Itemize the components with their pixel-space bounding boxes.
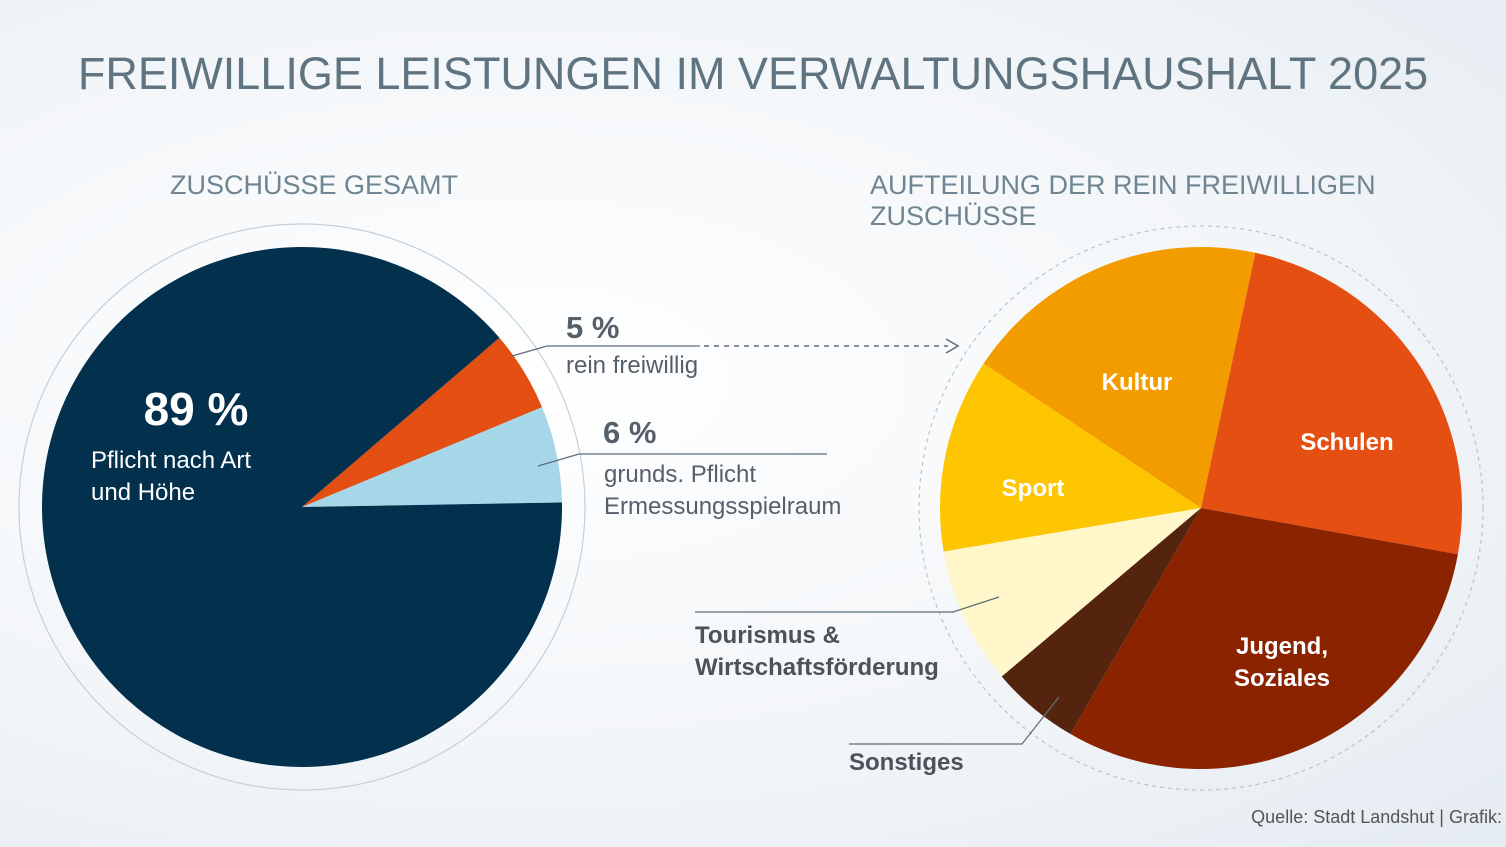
dashed-arrow-head bbox=[945, 338, 960, 354]
chart-title: FREIWILLIGE LEISTUNGEN IM VERWALTUNGSHAU… bbox=[77, 48, 1429, 99]
callout-percent-grunds-pflicht: 6 % bbox=[603, 415, 656, 450]
right-slice-tourismus-wirtschaftsf-rderung bbox=[943, 508, 1201, 677]
right-label-sport: Sport bbox=[1002, 475, 1065, 502]
right-label-sonstiges: Sonstiges bbox=[849, 749, 964, 776]
right-slice-sonstiges bbox=[1001, 508, 1201, 735]
right-label-schulen: Schulen bbox=[1300, 429, 1393, 456]
left-label-pflicht-nach-art-und-h-he: Pflicht nach Art und Höhe bbox=[91, 447, 251, 506]
left-label-percent-pflicht-nach-art-und-h-he: 89 % bbox=[144, 383, 249, 435]
right-chart-title: AUFTEILUNG DER REIN FREIWILLIGEN ZUSCHÜS… bbox=[870, 170, 1376, 231]
right-slice-schulen bbox=[1201, 252, 1462, 555]
left-slice-rein-freiwillig bbox=[302, 337, 543, 507]
leader-line-sonstiges bbox=[849, 696, 1060, 745]
leader-line-grunds-pflicht bbox=[537, 453, 827, 467]
right-label-kultur: Kultur bbox=[1102, 369, 1173, 396]
callout-percent-rein-freiwillig: 5 % bbox=[566, 310, 619, 345]
right-slice-jugend-soziales bbox=[1070, 508, 1458, 769]
right-label-tourismus-wirtschaftsf-rderung: Tourismus & Wirtschaftsförderung bbox=[695, 622, 939, 681]
callout-label-rein-freiwillig: rein freiwillig bbox=[566, 352, 698, 379]
left-chart-title: ZUSCHÜSSE GESAMT bbox=[170, 170, 459, 200]
right-label-jugend-soziales: Jugend, Soziales bbox=[1234, 633, 1330, 692]
left-slice-pflicht-nach-art-und-h-he bbox=[41, 246, 563, 767]
leader-line-rein-freiwillig bbox=[511, 345, 700, 357]
left-pie-outline bbox=[18, 223, 586, 791]
right-slice-sport bbox=[940, 363, 1201, 552]
callout-label-grunds-pflicht: grunds. Pflicht Ermessungsspielraum bbox=[604, 461, 841, 520]
left-slice-grunds-pflicht-ermessungsspielraum bbox=[302, 407, 562, 507]
leader-line-tourismus bbox=[695, 596, 1000, 613]
right-slice-kultur bbox=[983, 247, 1256, 509]
source-note: Quelle: Stadt Landshut | Grafik: bbox=[1251, 807, 1502, 827]
right-pie-outline bbox=[918, 225, 1484, 791]
